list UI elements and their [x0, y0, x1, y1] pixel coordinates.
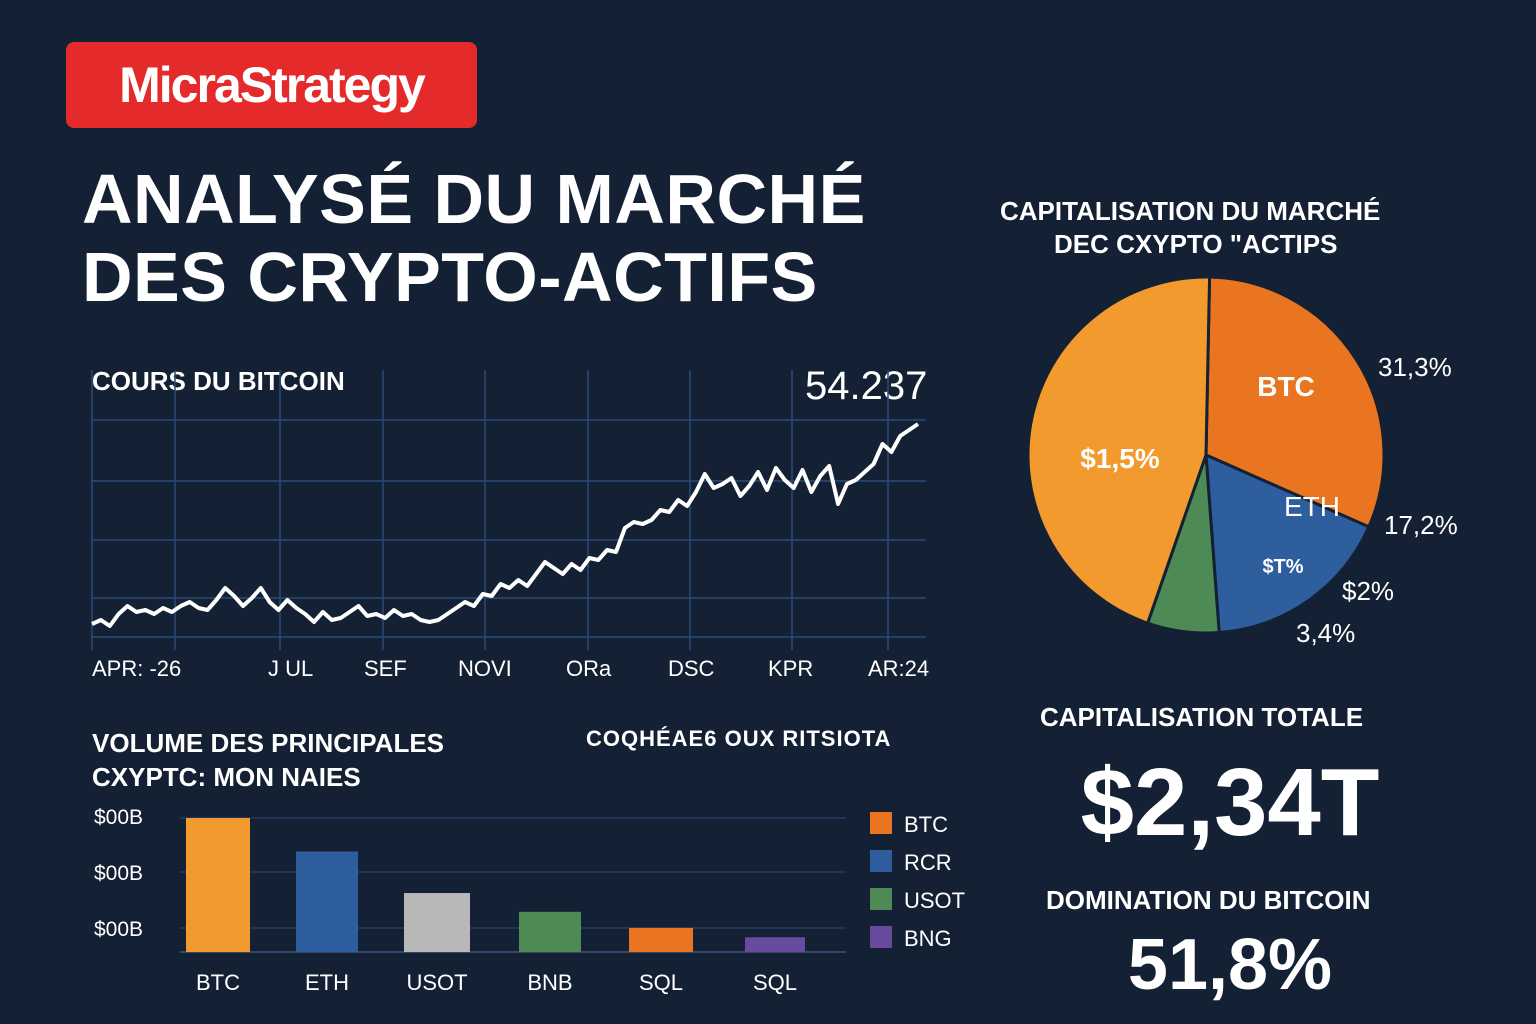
- pie-outer-label: 3,4%: [1296, 618, 1355, 648]
- bar-y-tick-label: $00B: [94, 806, 143, 829]
- line-x-tick-label: DSC: [668, 656, 715, 681]
- pie-slice-label: $1,5%: [1080, 443, 1159, 474]
- pie-chart-title-line1: CAPITALISATION DU MARCHÉ: [1000, 196, 1381, 226]
- bar-category-label: SQL: [753, 970, 797, 995]
- bar-category-label: BTC: [196, 970, 240, 995]
- bar-btc: [186, 818, 250, 952]
- legend-label: BNG: [904, 926, 952, 951]
- legend-label: BTC: [904, 812, 948, 837]
- page-title: ANALYSÉ DU MARCHÉ DES CRYPTO-ACTIFS: [82, 160, 982, 316]
- line-x-tick-label: APR: -26: [92, 656, 181, 681]
- bar-usot: [404, 893, 470, 952]
- dominance-value: 51,8%: [1127, 925, 1333, 1005]
- bar-sql: [629, 927, 693, 952]
- pie-slice-label: ETH: [1284, 491, 1340, 522]
- pie-slice-label: $T%: [1262, 556, 1303, 578]
- pie-slice-4: [1026, 275, 1212, 626]
- pie-slice-1: [1204, 275, 1386, 529]
- bar-category-label: SQL: [639, 970, 683, 995]
- line-x-tick-label: ORa: [566, 656, 612, 681]
- pie-outer-label: 17,2%: [1384, 510, 1458, 540]
- page-title-line1: ANALYSÉ DU MARCHÉ: [82, 160, 866, 238]
- pie-slice-label: BTC: [1257, 371, 1315, 402]
- line-chart-last-value: 54.237: [805, 364, 928, 408]
- bar-category-label: BNB: [527, 970, 572, 995]
- line-x-tick-label: KPR: [768, 656, 813, 681]
- line-x-tick-label: NOVI: [458, 656, 512, 681]
- legend-swatch: [870, 812, 892, 834]
- logo: MicraStrategy: [66, 42, 477, 128]
- pie-chart-title-line2: DEC CXYPTO "ACTIPS: [1054, 229, 1338, 259]
- bar-y-tick-label: $00B: [94, 862, 143, 885]
- total-cap-value: $2,34T: [1080, 749, 1380, 856]
- pie-outer-label: $2%: [1342, 576, 1394, 606]
- total-cap-label: CAPITALISATION TOTALE: [1040, 702, 1364, 732]
- legend-swatch: [870, 888, 892, 910]
- bar-chart-title-line1: VOLUME DES PRINCIPALES: [92, 728, 445, 758]
- legend-swatch: [870, 926, 892, 948]
- pie-slice-2: [1204, 452, 1371, 635]
- line-x-tick-label: SEF: [364, 656, 407, 681]
- bar-eth: [296, 851, 358, 952]
- legend-swatch: [870, 850, 892, 872]
- bar-sql: [745, 937, 805, 952]
- legend-label: USOT: [904, 888, 965, 913]
- line-x-tick-label: J UL: [268, 656, 313, 681]
- line-x-tick-label: AR:24: [868, 656, 929, 681]
- legend-label: RCR: [904, 850, 952, 875]
- bar-chart-side-title: COQHÉAE6 OUX RITSIOTA: [586, 726, 892, 751]
- bar-category-label: USOT: [406, 970, 467, 995]
- bar-bnb: [519, 911, 581, 952]
- page-title-line2: DES CRYPTO-ACTIFS: [82, 238, 818, 316]
- dominance-label: DOMINATION DU BITCOIN: [1046, 885, 1371, 915]
- line-chart-title: COURS DU BITCOIN: [92, 366, 345, 396]
- bar-chart-title-line2: CXYPTC: MON NAIES: [92, 762, 361, 792]
- bitcoin-price-line: [91, 422, 920, 628]
- bar-y-tick-label: $00B: [94, 918, 143, 941]
- bar-category-label: ETH: [305, 970, 349, 995]
- pie-outer-label: 31,3%: [1378, 352, 1452, 382]
